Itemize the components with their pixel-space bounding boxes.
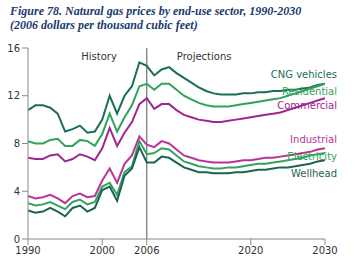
svg-text:CNG vehicles: CNG vehicles xyxy=(271,69,337,80)
svg-text:Wellhead: Wellhead xyxy=(291,168,337,179)
svg-text:2000: 2000 xyxy=(90,245,115,256)
svg-text:2020: 2020 xyxy=(238,245,263,256)
svg-text:8: 8 xyxy=(14,138,20,149)
svg-text:Commercial: Commercial xyxy=(277,100,337,111)
svg-text:2030: 2030 xyxy=(312,245,337,256)
svg-text:4: 4 xyxy=(14,186,20,197)
svg-text:2006: 2006 xyxy=(134,245,159,256)
svg-text:Industrial: Industrial xyxy=(290,134,337,145)
svg-text:12: 12 xyxy=(8,90,20,101)
svg-text:Projections: Projections xyxy=(177,51,232,62)
svg-text:History: History xyxy=(81,51,117,62)
svg-text:16: 16 xyxy=(8,43,20,54)
svg-text:Residential: Residential xyxy=(282,86,337,97)
svg-text:0: 0 xyxy=(14,234,20,245)
html-text:Figure 78. Natural gas prices: Figure 78. Natural gas prices by end-use… xyxy=(10,4,302,32)
svg-text:1990: 1990 xyxy=(15,245,40,256)
svg-text:Electricity: Electricity xyxy=(287,151,337,162)
